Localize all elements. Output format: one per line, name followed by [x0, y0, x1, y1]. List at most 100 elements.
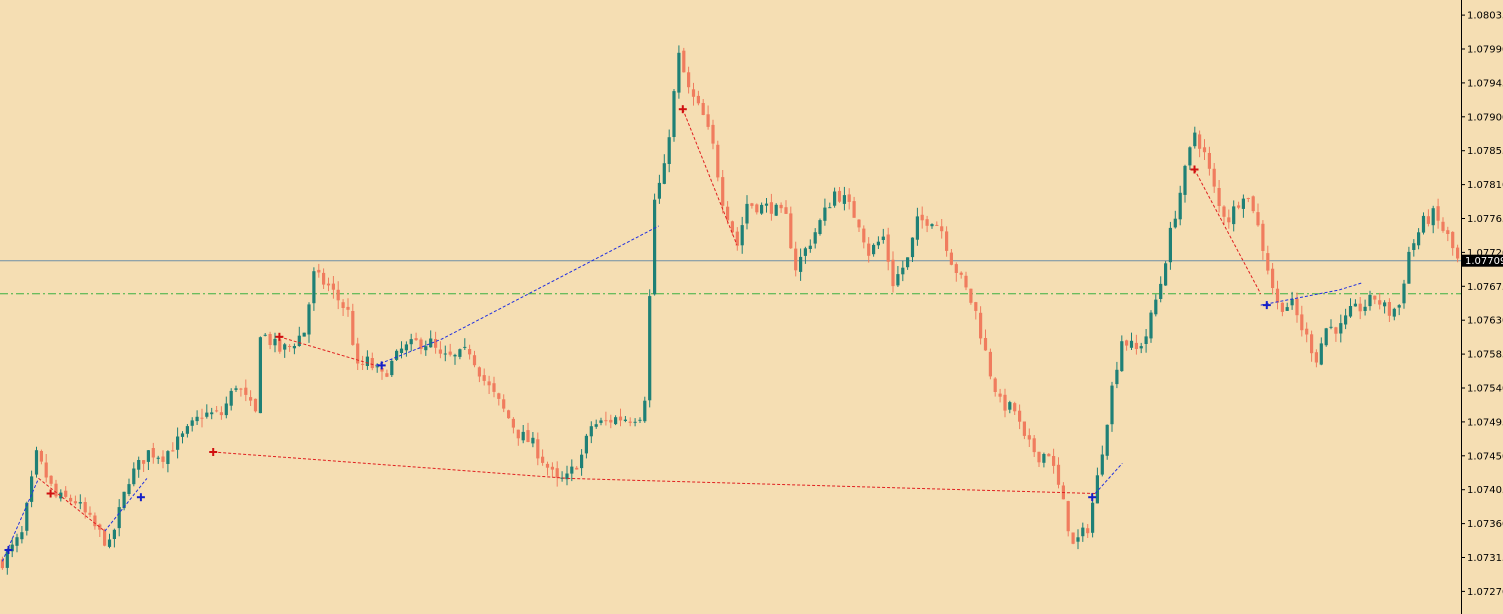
- candle-body: [288, 346, 292, 347]
- y-tick-label: 1.07810: [1467, 180, 1503, 191]
- candle-body: [696, 95, 700, 104]
- candle-body: [399, 348, 404, 353]
- buy-marker: [136, 493, 145, 502]
- current-price-label: 1.07709: [1465, 256, 1503, 267]
- candle-body: [1421, 215, 1426, 233]
- candle-body: [1290, 298, 1294, 306]
- candle-body: [969, 288, 973, 303]
- candle-body: [998, 393, 1002, 397]
- candle-body: [789, 213, 793, 249]
- candle-body: [1383, 302, 1387, 307]
- candle-body: [1183, 165, 1187, 195]
- candle-body: [1280, 302, 1284, 312]
- candle-body: [1022, 421, 1026, 436]
- candle-body: [1115, 369, 1119, 385]
- candle-body: [88, 512, 92, 515]
- candle-body: [390, 360, 394, 376]
- candle-body: [132, 468, 136, 485]
- candle-body: [901, 267, 905, 275]
- candle-body: [867, 243, 871, 256]
- candle-body: [409, 339, 413, 345]
- candle-body: [93, 515, 97, 527]
- candle-body: [78, 502, 82, 504]
- candle-body: [945, 231, 949, 251]
- candle-body: [1178, 192, 1182, 220]
- candle-body: [726, 206, 730, 221]
- candle-body: [346, 306, 350, 310]
- candle-body: [210, 412, 214, 415]
- candle-body: [915, 216, 919, 240]
- candle-body: [1441, 221, 1445, 231]
- sell-marker: [46, 489, 55, 498]
- candle-body: [1008, 402, 1012, 410]
- candle-body: [618, 416, 623, 421]
- candle-body: [1081, 527, 1085, 537]
- candle-body: [910, 237, 915, 258]
- candle-body: [745, 203, 749, 224]
- candle-body: [906, 257, 910, 268]
- candle-body: [760, 204, 764, 214]
- candle-body: [336, 289, 340, 301]
- candle-body: [1378, 300, 1382, 305]
- level-lines: [0, 260, 1461, 295]
- candle-body: [365, 356, 369, 366]
- candle-body: [589, 426, 593, 437]
- candle-body: [1232, 206, 1236, 225]
- candle-body: [472, 355, 477, 366]
- candle-body: [268, 334, 272, 345]
- sell-marker: [275, 332, 284, 341]
- candle-body: [1241, 198, 1245, 209]
- candle-body: [1154, 299, 1158, 315]
- candle-body: [438, 349, 442, 354]
- candle-body: [322, 272, 326, 285]
- candle-body: [1373, 295, 1377, 300]
- candle-body: [1202, 147, 1207, 153]
- candle-body: [15, 537, 19, 546]
- candle-body: [730, 221, 734, 233]
- candle-body: [837, 190, 842, 202]
- candle-body: [127, 484, 131, 494]
- candle-body: [1207, 153, 1211, 169]
- candle-body: [682, 50, 686, 73]
- candle-body: [283, 344, 287, 350]
- candle-body: [575, 467, 579, 470]
- candle-body: [1436, 206, 1440, 221]
- candle-body: [292, 346, 296, 349]
- candle-body: [833, 191, 837, 206]
- candle-body: [1125, 340, 1129, 346]
- candle-body: [1164, 263, 1168, 286]
- y-tick-label: 1.07585: [1467, 350, 1503, 361]
- candle-body: [1052, 456, 1056, 466]
- candle-body: [818, 220, 822, 234]
- candle-body: [1329, 326, 1333, 328]
- candle-body: [5, 551, 9, 568]
- candle-body: [872, 244, 876, 255]
- candle-body: [828, 207, 832, 209]
- candle-body: [628, 421, 632, 423]
- candle-body: [1431, 208, 1435, 226]
- sell-marker: [678, 105, 687, 114]
- candle-body: [263, 334, 267, 336]
- candle-body: [434, 339, 438, 348]
- candle-body: [638, 419, 642, 421]
- candle-body: [1285, 307, 1289, 311]
- candle-body: [959, 272, 963, 275]
- candle-body: [516, 429, 520, 439]
- candle-body: [215, 410, 219, 412]
- signal-markers: [4, 105, 1271, 554]
- candle-body: [594, 424, 598, 427]
- buy-marker: [1088, 493, 1097, 502]
- candle-body: [1149, 312, 1153, 339]
- y-tick-label: 1.07765: [1467, 214, 1503, 225]
- candle-body: [1324, 328, 1328, 346]
- candle-body: [940, 226, 944, 232]
- candle-body: [341, 302, 345, 308]
- candle-body: [326, 283, 331, 286]
- candle-body: [404, 344, 408, 351]
- candle-body: [1086, 528, 1090, 534]
- candle-body: [662, 163, 666, 184]
- candle-body: [755, 204, 759, 213]
- candle-body: [964, 275, 968, 288]
